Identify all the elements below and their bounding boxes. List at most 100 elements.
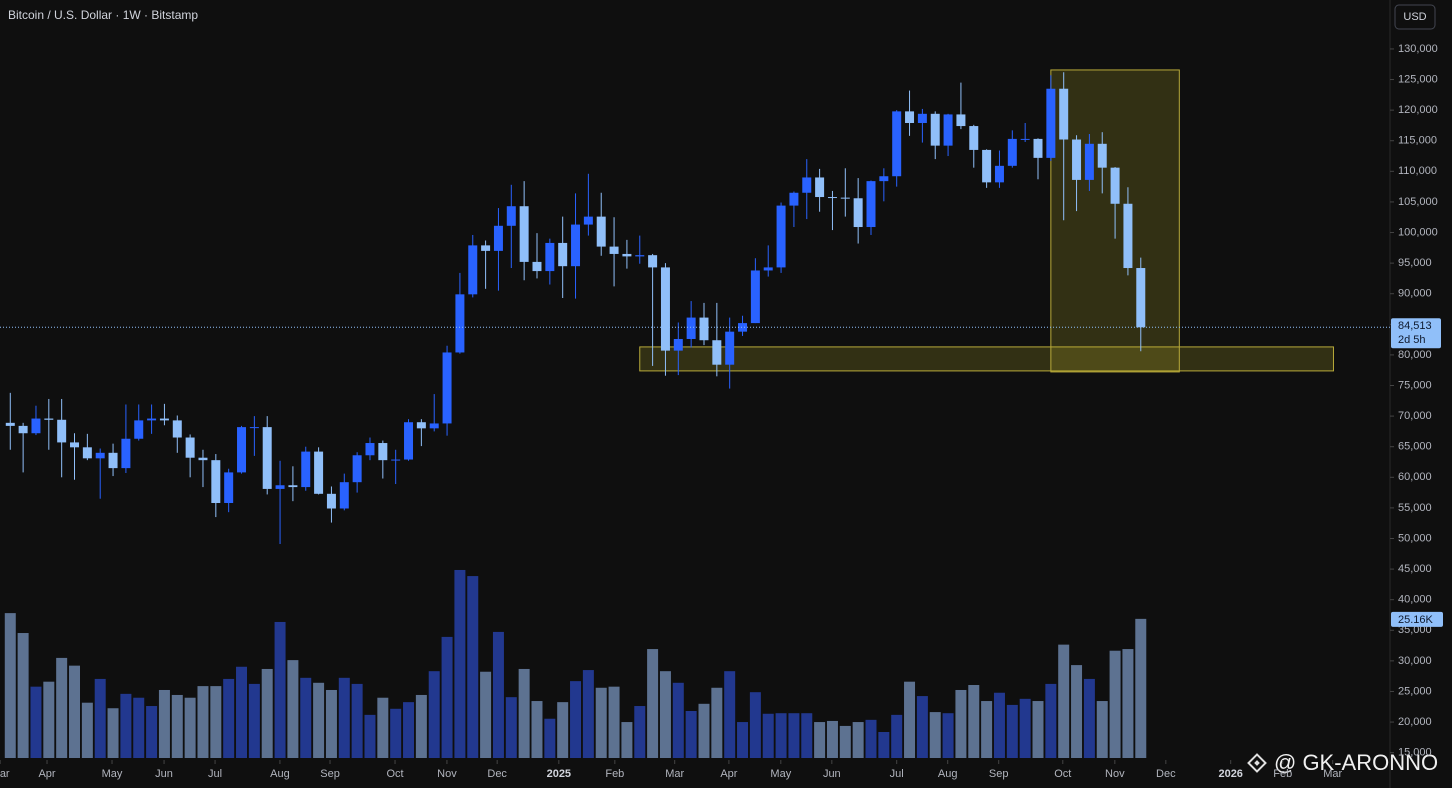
- volume-bar: [274, 621, 286, 758]
- volume-bar: [261, 668, 273, 758]
- candle-body: [352, 455, 362, 483]
- volume-bar: [351, 683, 363, 758]
- volume-bar: [878, 732, 890, 758]
- volume-bar: [916, 696, 928, 758]
- volume-bar: [223, 678, 235, 758]
- volume-bar: [30, 686, 42, 758]
- volume-bar: [1083, 678, 1095, 758]
- candle-body: [82, 447, 92, 459]
- candle-body: [532, 261, 542, 272]
- candle-body: [275, 485, 285, 489]
- volume-bar: [865, 719, 877, 758]
- volume-bar: [492, 631, 504, 758]
- x-tick-label: Jul: [208, 768, 222, 780]
- x-tick-label: Mar: [665, 768, 684, 780]
- y-tick-label: 40,000: [1398, 594, 1432, 606]
- currency-label[interactable]: USD: [1403, 11, 1426, 23]
- volume-bar: [595, 687, 607, 758]
- volume-bar: [582, 670, 594, 758]
- y-tick-label: 115,000: [1398, 135, 1437, 147]
- y-tick-label: 50,000: [1398, 532, 1432, 544]
- volume-bar: [377, 697, 389, 758]
- candle-body: [802, 177, 812, 193]
- volume-bar: [505, 697, 517, 758]
- volume-bar: [826, 720, 838, 758]
- volume-bar: [724, 671, 736, 758]
- volume-bar: [1045, 683, 1057, 758]
- candle-body: [750, 270, 760, 324]
- candle-body: [1072, 139, 1082, 180]
- volume-bar: [441, 636, 453, 758]
- y-tick-label: 90,000: [1398, 288, 1432, 300]
- volume-bar: [338, 677, 350, 758]
- y-tick-label: 120,000: [1398, 104, 1438, 116]
- candle-body: [1020, 138, 1030, 140]
- candle-body: [416, 422, 426, 429]
- volume-bar: [236, 666, 248, 758]
- volume-bar: [287, 660, 299, 758]
- y-tick-label: 35,000: [1398, 624, 1432, 636]
- y-tick-label: 125,000: [1398, 73, 1438, 85]
- candle-body: [712, 340, 722, 365]
- volume-bar: [325, 689, 337, 758]
- candle-body: [455, 294, 465, 353]
- y-tick-label: 105,000: [1398, 196, 1438, 208]
- candle-body: [699, 317, 709, 341]
- candle-body: [288, 485, 298, 488]
- candle-body: [648, 255, 658, 268]
- volume-bar: [4, 613, 16, 758]
- volume-bar: [17, 633, 29, 758]
- volume-bar: [390, 708, 402, 758]
- candle-body: [18, 425, 28, 434]
- x-tick-label: Nov: [437, 768, 457, 780]
- candle-body: [1136, 268, 1146, 328]
- candle-body: [609, 246, 619, 254]
- candle-body: [134, 420, 144, 439]
- last-price-label: 84,513: [1398, 320, 1432, 332]
- volume-bar: [1032, 701, 1044, 758]
- x-tick-label: Apr: [720, 768, 737, 780]
- volume-bar: [891, 714, 903, 758]
- x-tick-label: 2026: [1218, 768, 1242, 780]
- candle-body: [994, 165, 1004, 183]
- candle-body: [95, 452, 105, 459]
- volume-bar: [749, 692, 761, 758]
- candle-body: [468, 245, 478, 295]
- currency-button[interactable]: [1394, 4, 1436, 30]
- volume-bar: [1109, 650, 1121, 758]
- candle-body: [558, 242, 568, 267]
- candle-body: [686, 317, 696, 340]
- y-tick-label: 65,000: [1398, 441, 1432, 453]
- volume-bar: [634, 706, 646, 758]
- x-tick-label: Sep: [989, 768, 1009, 780]
- volume-bar: [248, 683, 260, 758]
- volume-last-box: [1391, 611, 1443, 627]
- volume-bar: [929, 712, 941, 758]
- candle-body: [391, 459, 401, 461]
- candle-body: [1097, 143, 1107, 168]
- watermark: @ GK-ARONNO: [1274, 750, 1438, 775]
- x-tick-label: Jun: [155, 768, 173, 780]
- candle-body: [237, 427, 247, 473]
- volume-bar: [94, 678, 106, 758]
- candle-body: [571, 224, 581, 267]
- candle-body: [185, 437, 195, 458]
- candle-body: [596, 216, 606, 247]
- candle-body: [481, 245, 491, 251]
- x-tick-label: Sep: [320, 768, 340, 780]
- volume-bar: [1006, 704, 1018, 758]
- candle-body: [121, 438, 131, 469]
- volume-bar: [81, 702, 93, 758]
- candle-body: [339, 482, 349, 509]
- x-tick-label: Jul: [890, 768, 904, 780]
- candle-body: [815, 177, 825, 198]
- candle-body: [956, 114, 966, 127]
- volume-bar: [403, 702, 415, 758]
- candle-body: [622, 253, 632, 257]
- volume-bar: [993, 692, 1005, 758]
- candle-body: [583, 216, 593, 225]
- y-tick-label: 100,000: [1398, 226, 1438, 238]
- volume-bar: [904, 681, 916, 758]
- candle-body: [930, 113, 940, 146]
- volume-bar: [133, 697, 145, 758]
